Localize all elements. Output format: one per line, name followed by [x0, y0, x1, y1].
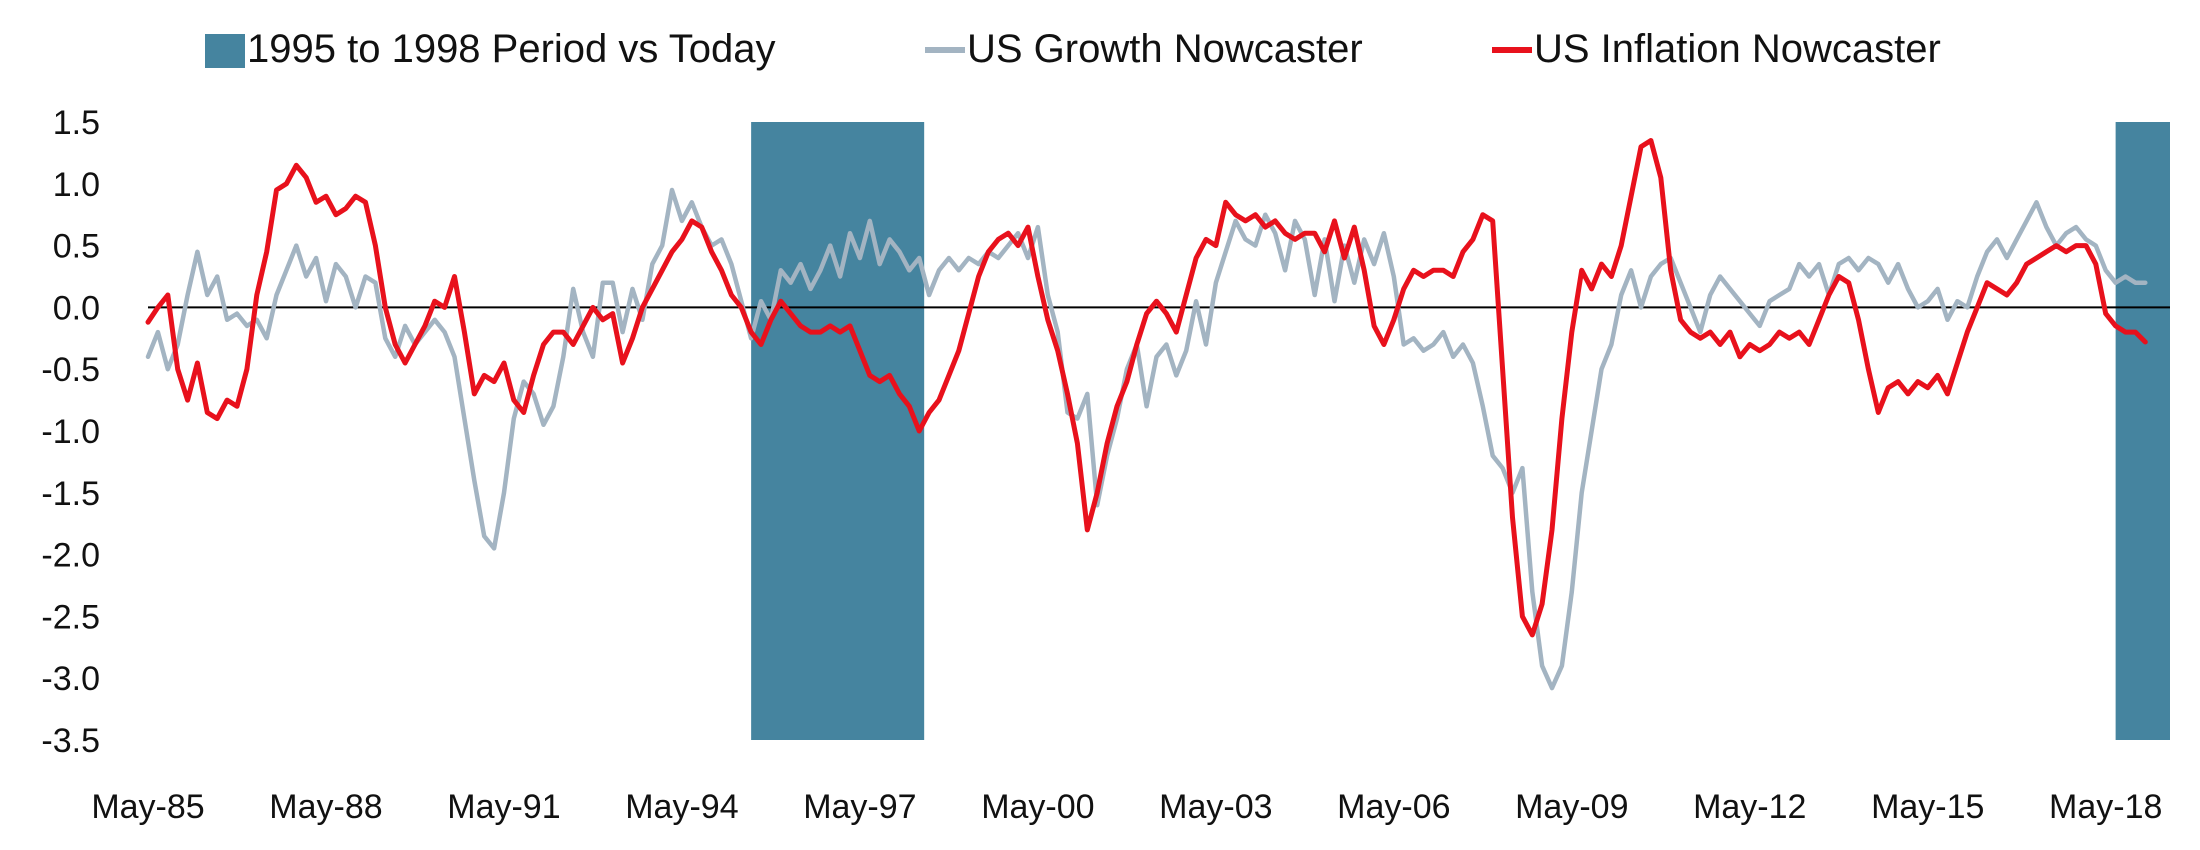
y-tick-label: 0.0 — [53, 289, 100, 327]
highlight-band-1 — [2115, 122, 2170, 740]
x-tick-label: May-85 — [91, 788, 204, 826]
y-tick-label: -3.5 — [41, 722, 100, 760]
y-tick-label: -0.5 — [41, 351, 100, 389]
x-tick-label: May-12 — [1693, 788, 1806, 826]
y-tick-label: 0.5 — [53, 228, 100, 266]
x-tick-label: May-09 — [1515, 788, 1628, 826]
y-tick-label: -1.0 — [41, 413, 100, 451]
y-tick-label: 1.5 — [53, 104, 100, 142]
x-tick-label: May-94 — [625, 788, 738, 826]
series-lines — [145, 138, 2148, 691]
legend-label-band: 1995 to 1998 Period vs Today — [247, 27, 776, 71]
highlight-band-0 — [751, 122, 925, 740]
x-tick-label: May-15 — [1871, 788, 1984, 826]
series-line-growth — [145, 187, 2148, 691]
highlight-bands — [751, 122, 2170, 740]
legend-swatch-band — [205, 34, 245, 68]
y-axis: 1.5 1.0 0.5 0.0 -0.5 -1.0 -1.5 -2.0 -2.5 -3.0 -3.5 — [41, 104, 100, 760]
y-tick-label: -2.5 — [41, 598, 100, 636]
x-tick-label: May-97 — [803, 788, 916, 826]
legend: 1995 to 1998 Period vs Today US Growth N… — [205, 27, 1941, 71]
series-line-inflation — [145, 138, 2148, 638]
x-tick-label: May-91 — [447, 788, 560, 826]
x-tick-label: May-00 — [981, 788, 1094, 826]
x-tick-label: May-88 — [269, 788, 382, 826]
y-tick-label: 1.0 — [53, 166, 100, 204]
legend-label-growth: US Growth Nowcaster — [967, 27, 1363, 71]
x-tick-label: May-06 — [1337, 788, 1450, 826]
y-tick-label: -2.0 — [41, 537, 100, 575]
x-tick-label: May-03 — [1159, 788, 1272, 826]
x-axis: May-85 May-88 May-91 May-94 May-97 May-00 May-… — [91, 788, 2162, 826]
y-tick-label: -3.0 — [41, 660, 100, 698]
y-tick-label: -1.5 — [41, 475, 100, 513]
legend-label-inflation: US Inflation Nowcaster — [1534, 27, 1941, 71]
x-tick-label: May-18 — [2049, 788, 2162, 826]
